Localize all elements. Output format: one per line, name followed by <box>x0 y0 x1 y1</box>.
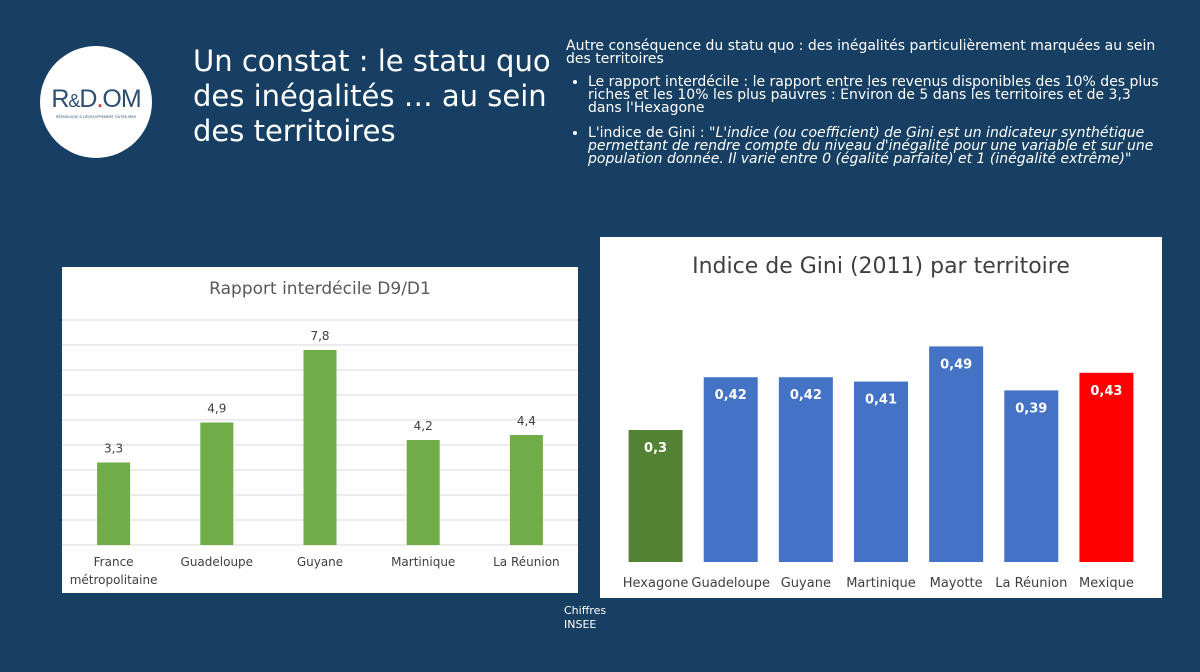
category-label: Guyane <box>297 555 343 569</box>
bar-mexique <box>1079 372 1134 562</box>
category-label: Guyane <box>781 576 831 591</box>
data-label: 4,2 <box>414 419 433 433</box>
slide-title: Un constat : le statu quo des inégalités… <box>193 44 551 148</box>
data-label: 4,9 <box>207 402 226 416</box>
data-label: 0,41 <box>865 393 897 408</box>
chart-title: Indice de Gini (2011) par territoire <box>692 254 1070 279</box>
data-label: 0,42 <box>790 388 822 403</box>
bar-hexagone <box>628 430 683 562</box>
category-label: France <box>94 555 134 569</box>
bar-guyane <box>778 377 833 562</box>
data-label: 0,43 <box>1090 384 1122 399</box>
category-label: Hexagone <box>623 576 689 591</box>
body-text: Autre conséquence du statu quo : des iné… <box>566 38 1166 178</box>
category-label: Mexique <box>1079 576 1134 591</box>
bar-guyane <box>303 350 337 545</box>
data-label: 7,8 <box>310 329 329 343</box>
category-label: Mayotte <box>930 576 983 591</box>
data-label: 0,3 <box>644 441 667 456</box>
category-label: Martinique <box>391 555 455 569</box>
bar-guadeloupe <box>200 422 234 545</box>
logo-subtitle: RÉPUBLIQUE & DÉVELOPPEMENT OUTRE-MER <box>56 115 136 119</box>
bar-martinique <box>854 381 908 562</box>
bar-la-réunion <box>1004 390 1059 562</box>
logo-text: R&D.OM <box>51 85 141 113</box>
bar-martinique <box>406 440 440 545</box>
chart-gini: Indice de Gini (2011) par territoire 0,3 H… <box>600 237 1162 598</box>
category-label: La Réunion <box>995 576 1067 591</box>
bar-mayotte <box>929 346 984 562</box>
data-label: 3,3 <box>104 442 123 456</box>
bullet-interdecile: Le rapport interdécile : le rapport entr… <box>588 75 1166 115</box>
bar-guadeloupe <box>703 377 758 562</box>
data-label: 0,39 <box>1015 401 1047 416</box>
bullet-gini: L'indice de Gini : "L'indice (ou coeffic… <box>588 126 1166 166</box>
source-note: Chiffres INSEE <box>564 604 607 631</box>
intro: Autre conséquence du statu quo : des iné… <box>566 38 1156 67</box>
data-label: 0,49 <box>940 357 972 372</box>
bar-france-métropolitaine <box>97 462 131 545</box>
category-label: La Réunion <box>493 555 560 569</box>
category-label: Martinique <box>846 576 916 591</box>
bar-la-réunion <box>509 435 543 545</box>
category-label: métropolitaine <box>70 573 158 587</box>
data-label: 4,4 <box>517 414 536 428</box>
chart-interdecile: Rapport interdécile D9/D1 3,3 France métrop… <box>62 267 578 593</box>
category-label: Guadeloupe <box>691 576 770 591</box>
data-label: 0,42 <box>715 388 747 403</box>
logo: R&D.OM RÉPUBLIQUE & DÉVELOPPEMENT OUTRE-… <box>40 46 152 158</box>
category-label: Guadeloupe <box>181 555 254 569</box>
chart-title: Rapport interdécile D9/D1 <box>209 279 431 299</box>
